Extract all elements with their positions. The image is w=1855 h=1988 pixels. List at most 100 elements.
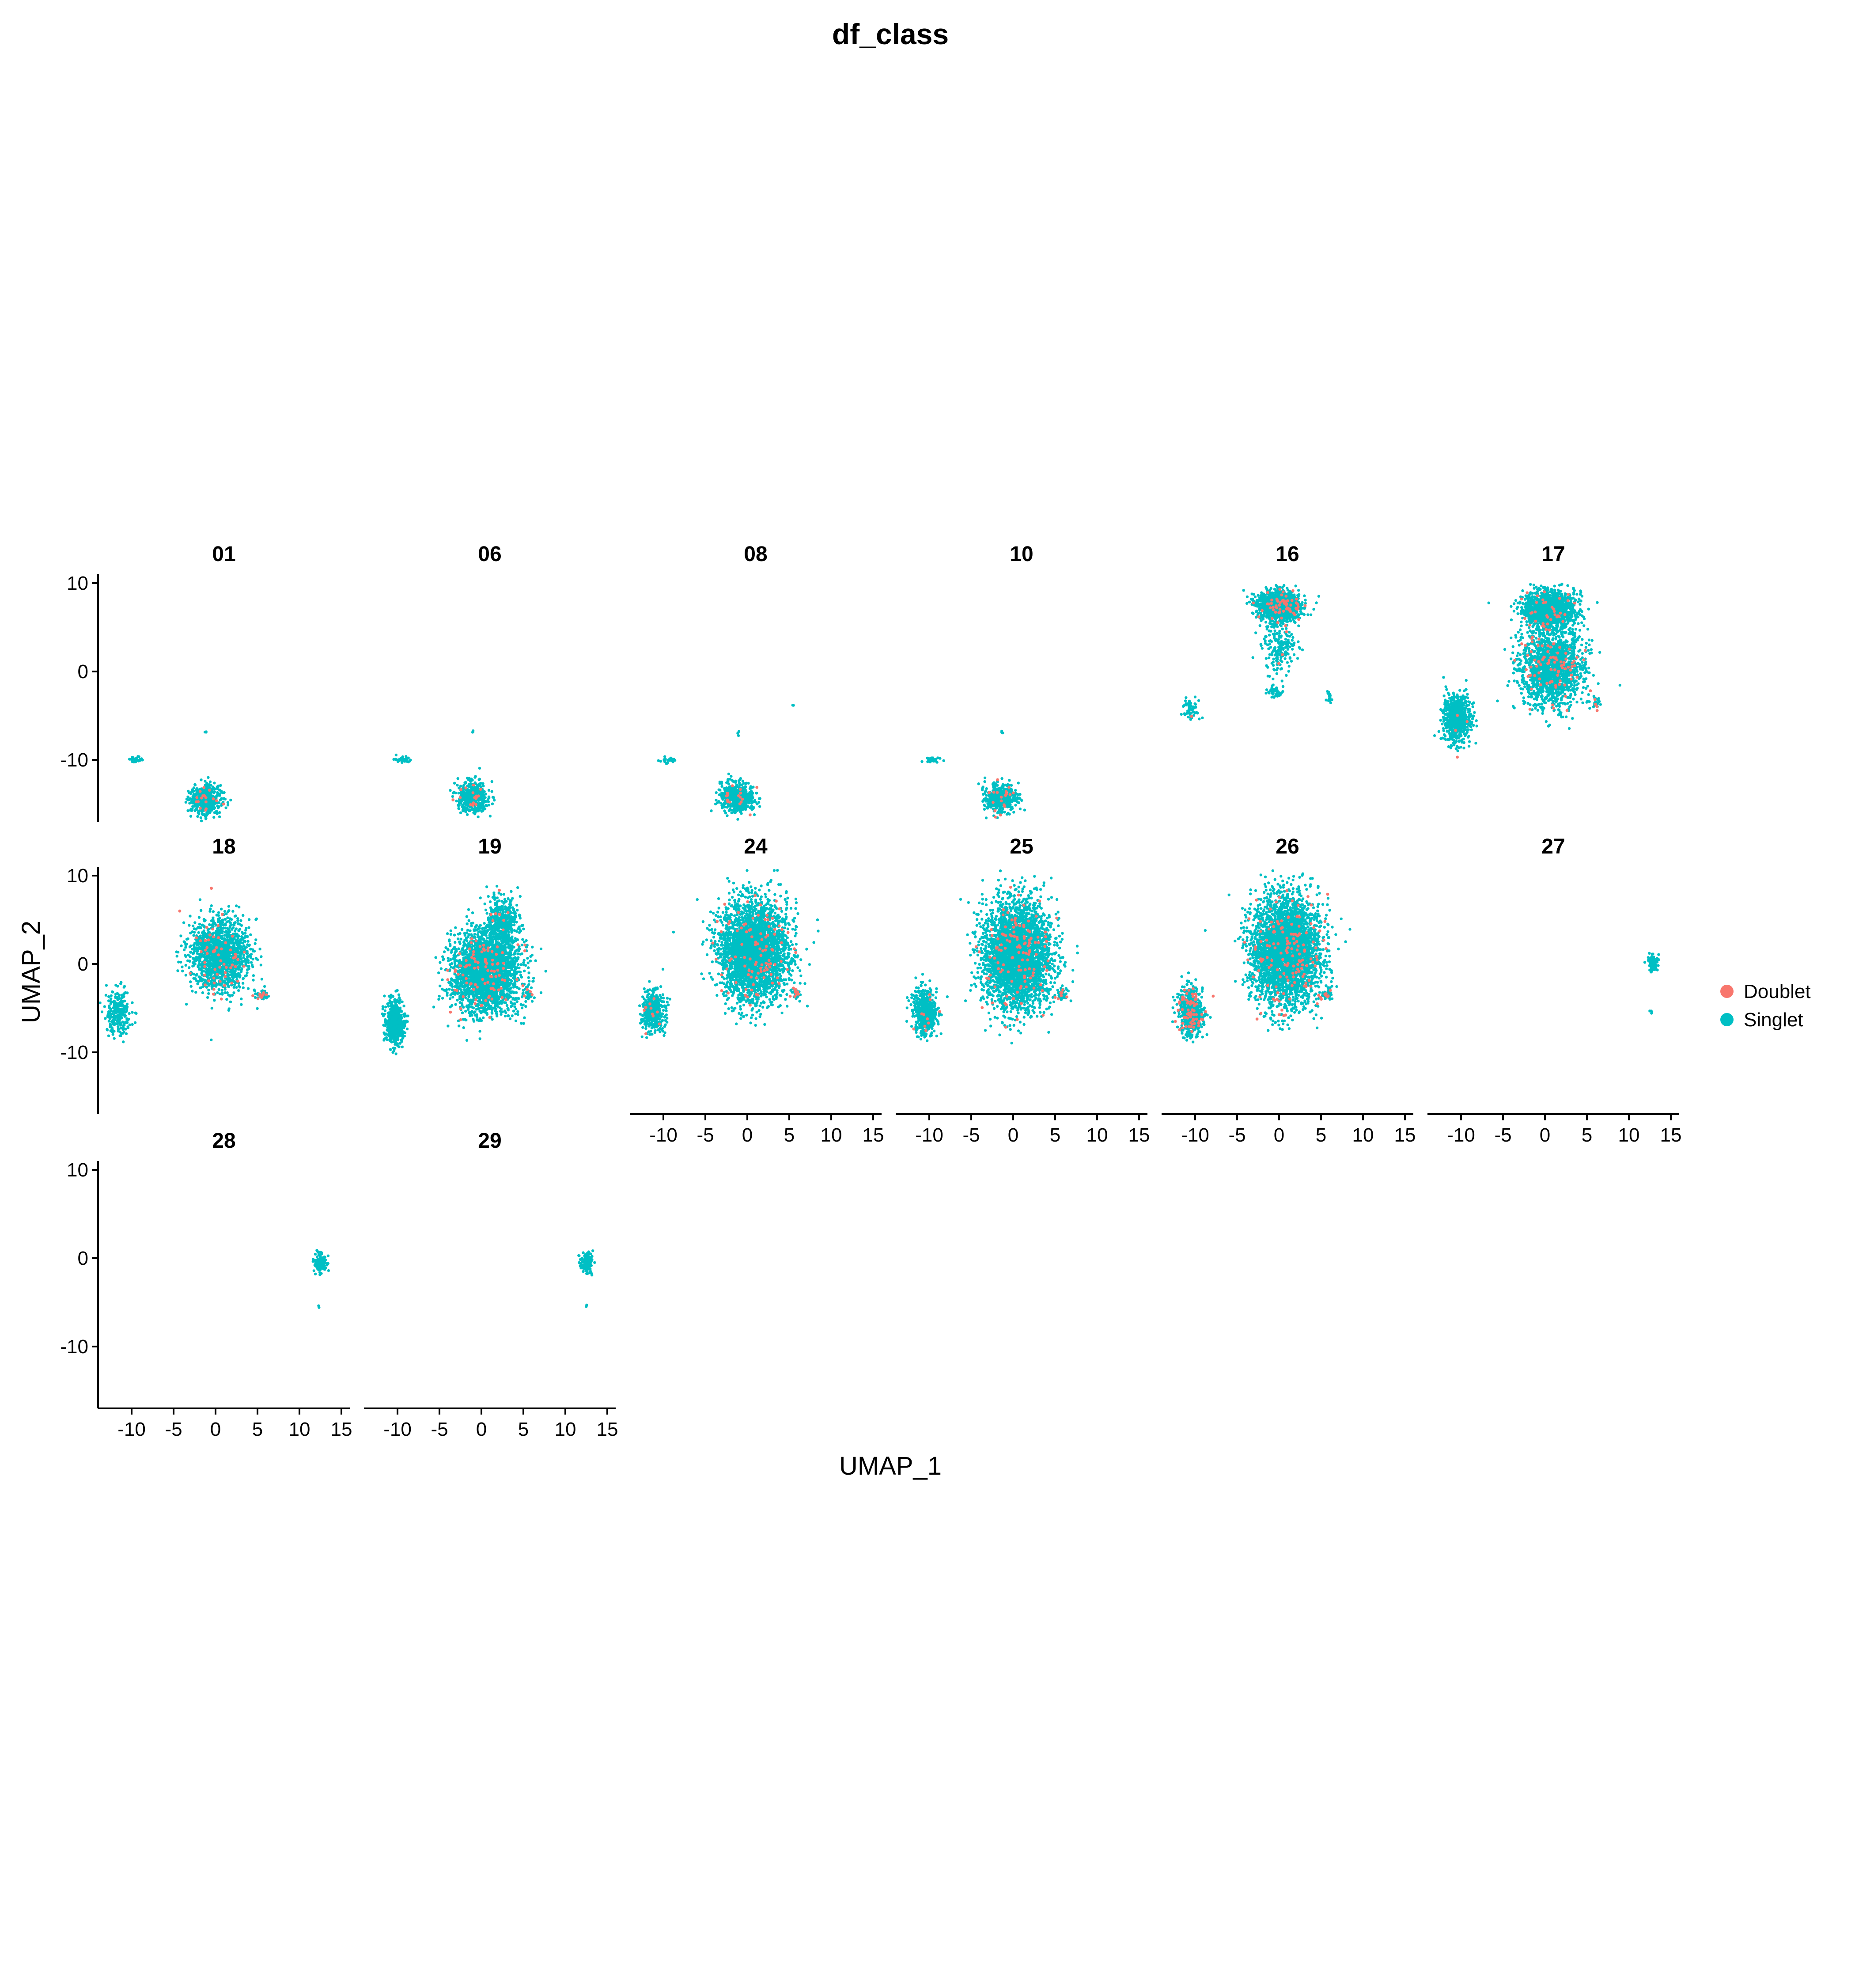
singlet-point bbox=[1242, 589, 1245, 592]
facet-panel-10: 10 bbox=[920, 543, 1033, 819]
singlet-point bbox=[1285, 627, 1287, 630]
singlet-point bbox=[1258, 611, 1261, 614]
doublet-point bbox=[992, 791, 996, 794]
singlet-point bbox=[1290, 643, 1293, 645]
singlet-point bbox=[734, 797, 737, 799]
singlet-point bbox=[1279, 624, 1282, 626]
singlet-point bbox=[1296, 657, 1299, 660]
doublet-point bbox=[474, 803, 477, 806]
singlet-point bbox=[1285, 674, 1287, 677]
singlet-point bbox=[1012, 811, 1015, 813]
singlet-point bbox=[1566, 584, 1569, 587]
singlet-point bbox=[1272, 660, 1275, 663]
singlet-point bbox=[1273, 621, 1276, 624]
singlet-point bbox=[1579, 603, 1581, 606]
singlet-point bbox=[204, 731, 206, 733]
doublet-point bbox=[1297, 618, 1300, 621]
singlet-point bbox=[200, 778, 202, 781]
singlet-point bbox=[1264, 692, 1267, 694]
facet-panel-06: 06 bbox=[392, 543, 501, 818]
singlet-point bbox=[469, 800, 472, 803]
singlet-point bbox=[1197, 699, 1200, 702]
singlet-point bbox=[988, 801, 991, 803]
singlet-point bbox=[400, 758, 402, 760]
singlet-point bbox=[1002, 790, 1005, 793]
singlet-point bbox=[186, 809, 189, 812]
singlet-point bbox=[1252, 656, 1254, 659]
doublet-point bbox=[731, 784, 734, 787]
singlet-point bbox=[466, 802, 468, 805]
singlet-point bbox=[731, 805, 733, 808]
singlet-point bbox=[1294, 621, 1296, 624]
doublet-point bbox=[1275, 606, 1278, 609]
doublet-point bbox=[741, 798, 744, 801]
singlet-point bbox=[994, 787, 996, 789]
singlet-point bbox=[1573, 589, 1576, 592]
singlet-point bbox=[727, 773, 730, 775]
singlet-point bbox=[984, 777, 986, 779]
singlet-point bbox=[209, 784, 212, 786]
singlet-point bbox=[455, 800, 458, 802]
singlet-point bbox=[752, 801, 754, 803]
doublet-point bbox=[993, 809, 996, 812]
singlet-point bbox=[1259, 603, 1262, 606]
singlet-point bbox=[720, 804, 723, 807]
singlet-point bbox=[1280, 660, 1283, 663]
doublet-point bbox=[208, 789, 211, 792]
singlet-point bbox=[736, 804, 738, 807]
singlet-point bbox=[395, 754, 398, 756]
singlet-point bbox=[1259, 624, 1261, 627]
singlet-point bbox=[718, 789, 720, 791]
singlet-point bbox=[482, 806, 485, 809]
doublet-point bbox=[996, 791, 999, 794]
singlet-point bbox=[1246, 602, 1248, 605]
singlet-point bbox=[224, 806, 227, 809]
singlet-point bbox=[1252, 612, 1254, 615]
singlet-point bbox=[740, 812, 742, 815]
singlet-point bbox=[1255, 616, 1257, 618]
singlet-point bbox=[1276, 656, 1279, 659]
singlet-point bbox=[1201, 717, 1204, 719]
facet-title: 17 bbox=[1541, 543, 1565, 566]
singlet-point bbox=[1246, 596, 1249, 598]
singlet-point bbox=[1255, 610, 1258, 612]
facet-points bbox=[392, 729, 496, 818]
facet-title: 01 bbox=[212, 543, 235, 566]
singlet-point bbox=[738, 799, 740, 801]
singlet-point bbox=[218, 801, 220, 804]
singlet-point bbox=[759, 797, 761, 800]
singlet-point bbox=[998, 802, 1000, 804]
singlet-point bbox=[463, 802, 466, 804]
singlet-point bbox=[188, 802, 191, 804]
singlet-point bbox=[489, 815, 492, 817]
singlet-point bbox=[1274, 618, 1277, 621]
singlet-point bbox=[467, 797, 470, 799]
singlet-point bbox=[207, 794, 209, 797]
singlet-point bbox=[739, 777, 742, 780]
doublet-point bbox=[1284, 595, 1287, 598]
singlet-point bbox=[488, 796, 490, 798]
singlet-point bbox=[481, 809, 484, 812]
singlet-point bbox=[743, 802, 746, 805]
singlet-point bbox=[1261, 647, 1264, 649]
singlet-point bbox=[1023, 808, 1026, 811]
singlet-point bbox=[1515, 607, 1518, 610]
singlet-point bbox=[1285, 613, 1287, 615]
singlet-point bbox=[736, 818, 739, 820]
singlet-point bbox=[738, 730, 740, 733]
facet-panel-08: 08 bbox=[657, 543, 795, 821]
singlet-point bbox=[1014, 804, 1017, 806]
singlet-point bbox=[1280, 645, 1283, 648]
singlet-point bbox=[1006, 802, 1008, 804]
doublet-point bbox=[464, 786, 467, 789]
singlet-point bbox=[1297, 624, 1300, 627]
singlet-point bbox=[1272, 664, 1275, 667]
singlet-point bbox=[1546, 586, 1549, 589]
doublet-point bbox=[1282, 610, 1285, 613]
singlet-point bbox=[982, 799, 985, 801]
singlet-point bbox=[1009, 806, 1012, 808]
singlet-point bbox=[1267, 675, 1269, 677]
doublet-point bbox=[1276, 600, 1280, 603]
singlet-point bbox=[1287, 639, 1290, 641]
